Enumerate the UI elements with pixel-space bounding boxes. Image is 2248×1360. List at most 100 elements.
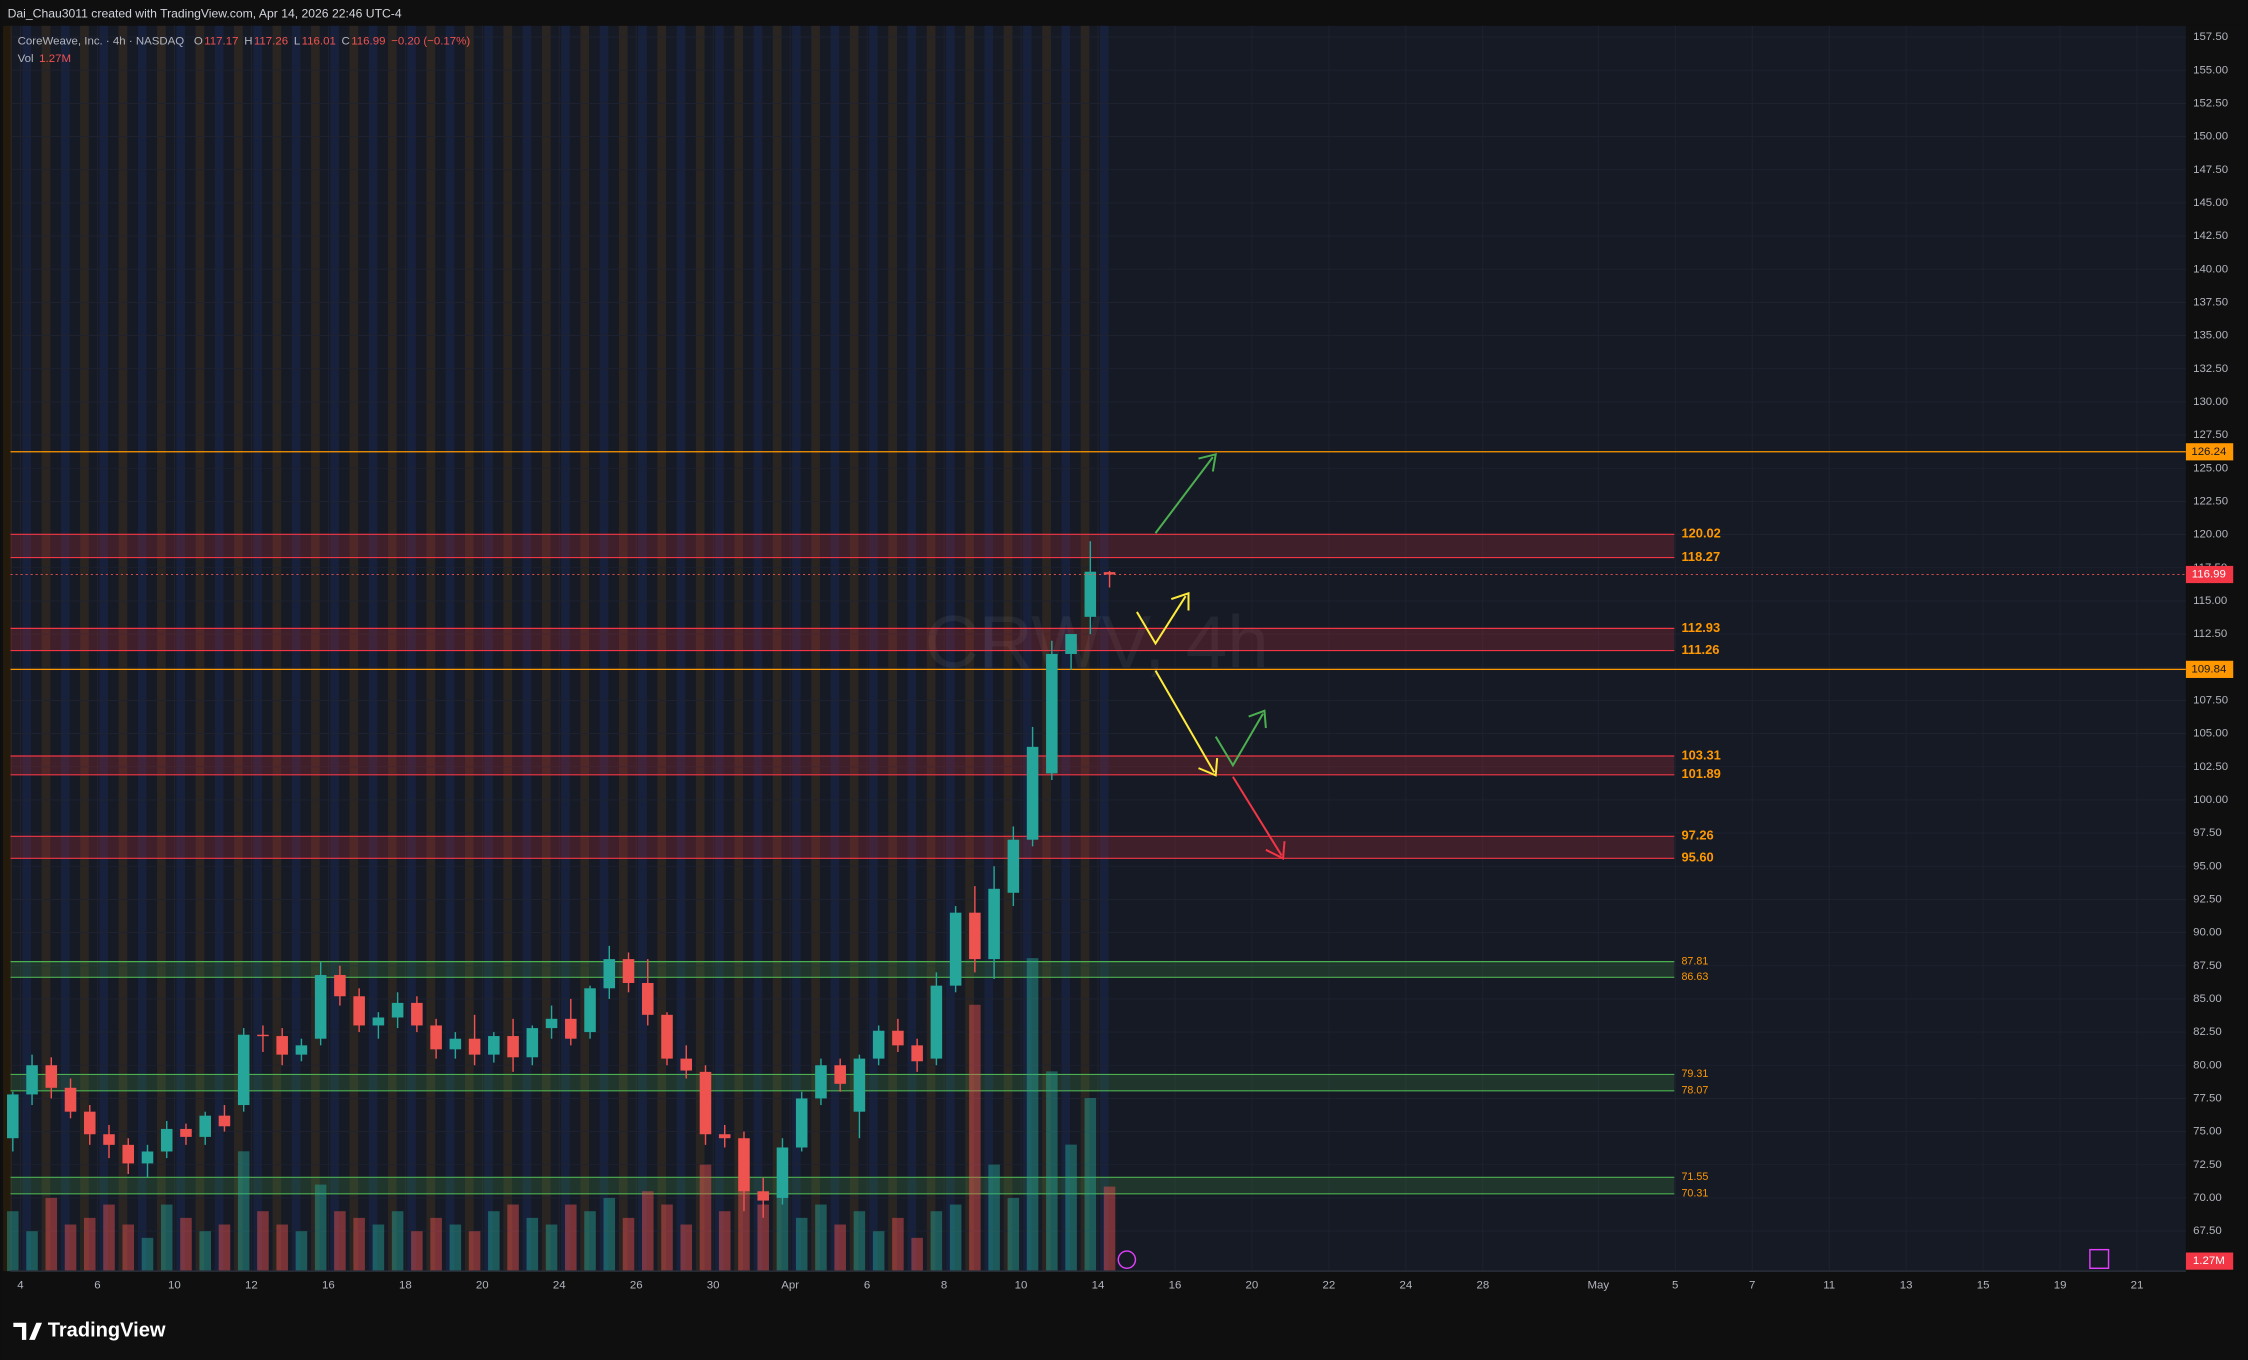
symbol: CoreWeave, Inc. · 4h · NASDAQ [18, 36, 185, 48]
stripe [541, 25, 551, 1272]
stripe [869, 25, 878, 1272]
zone-label: 79.31 [1681, 1068, 1708, 1080]
candle-body [411, 1002, 423, 1026]
candle-body [276, 1036, 288, 1055]
x-tick-label: 30 [707, 1280, 720, 1292]
volume-bar [738, 1191, 750, 1272]
volume-bar [468, 1231, 481, 1272]
x-tick-label: 6 [864, 1280, 870, 1292]
y-tick-label: 157.50 [2193, 31, 2228, 43]
volume-bar [488, 1211, 500, 1272]
y-tick-label: 67.50 [2193, 1225, 2222, 1237]
legend-value: 116.99 [351, 36, 385, 48]
volume-bar [334, 1211, 346, 1272]
y-tick-label: 82.50 [2193, 1026, 2222, 1038]
zone-label: 120.02 [1681, 526, 1720, 541]
zone [10, 836, 1675, 859]
candle-body [314, 975, 327, 1039]
candle-body [1084, 571, 1097, 617]
volume-bar [1065, 1144, 1077, 1272]
x-tick-label: 14 [1092, 1280, 1105, 1292]
volume [7, 958, 1116, 1272]
stripe [368, 25, 378, 1272]
x-tick-label: 10 [168, 1280, 181, 1292]
x-tick-label: 20 [1246, 1280, 1259, 1292]
last-price-label: 116.99 [2192, 569, 2226, 581]
volume-bar [295, 1231, 308, 1272]
stripe [830, 25, 840, 1272]
event-icon[interactable] [1117, 1250, 1137, 1269]
stripe [753, 25, 763, 1272]
stripe [234, 25, 243, 1272]
earnings-icon[interactable] [2089, 1248, 2110, 1269]
volume-bar [103, 1204, 115, 1272]
x-tick-label: 11 [1823, 1280, 1835, 1292]
candle-body [949, 912, 962, 986]
volume-bar [199, 1231, 211, 1272]
candle-body [122, 1144, 135, 1164]
volume-bar [757, 1204, 769, 1272]
x-tick-label: 15 [1977, 1280, 1990, 1292]
y-tick-label: 107.50 [2193, 694, 2228, 706]
candle-body [468, 1038, 481, 1055]
zone-label: 118.27 [1681, 549, 1720, 564]
stripe [80, 25, 89, 1272]
legend-change: −0.20 (−0.17%) [391, 36, 470, 48]
candle-body [507, 1036, 519, 1058]
arrow-head [1265, 841, 1286, 860]
stripe [946, 25, 955, 1272]
candle-body [603, 959, 616, 989]
volume-bar [969, 1004, 981, 1272]
x-tick-label: 24 [553, 1280, 566, 1292]
stripe [792, 25, 801, 1272]
stripe [41, 25, 51, 1272]
volume-bar [603, 1197, 616, 1272]
candle-body [892, 1030, 904, 1046]
volume-bar [949, 1204, 962, 1272]
candle-body [1026, 746, 1039, 840]
arrow-head [1198, 758, 1219, 777]
volume-bar [795, 1217, 808, 1272]
volume-bar [507, 1204, 519, 1272]
x-tick-label: 20 [476, 1280, 489, 1292]
stripe [137, 25, 147, 1272]
stripe [426, 25, 436, 1272]
y-tick-label: 112.50 [2193, 628, 2227, 640]
zone [10, 628, 1675, 651]
arrow [1214, 713, 1264, 768]
y-tick-label: 75.00 [2193, 1126, 2222, 1138]
volume-bar [64, 1224, 77, 1272]
stripe [849, 25, 859, 1272]
zone-label: 103.31 [1681, 747, 1720, 762]
zone-label: 101.89 [1681, 766, 1720, 781]
candle-body [180, 1128, 192, 1137]
legend-value: 117.26 [254, 36, 288, 48]
stripe [888, 25, 897, 1272]
stripe [445, 25, 455, 1272]
y-tick-label: 132.50 [2193, 363, 2228, 375]
candle-body [199, 1115, 211, 1137]
stripe [772, 25, 782, 1272]
stripe [253, 25, 262, 1272]
volume-bar [834, 1224, 846, 1272]
x-tick-label: 4 [17, 1280, 24, 1292]
x-tick-label: 5 [1672, 1280, 1678, 1292]
candle-body [7, 1094, 19, 1139]
volume-bar [545, 1224, 558, 1272]
y-tick-label: 122.50 [2193, 495, 2228, 507]
candle-body [237, 1034, 250, 1106]
x-tick-label: May [1587, 1280, 1609, 1292]
x-tick-label: 18 [399, 1280, 412, 1292]
stripe [503, 25, 513, 1272]
candle-body [526, 1028, 539, 1058]
x-tick-label: 13 [1900, 1280, 1913, 1292]
candle-body [1065, 634, 1077, 654]
volume-bar [372, 1224, 385, 1272]
volume-bar [141, 1237, 154, 1272]
volume-bar [391, 1211, 404, 1272]
legend-key: L [294, 36, 300, 48]
y-tick-label: 142.50 [2193, 230, 2228, 242]
stripe [311, 25, 320, 1272]
zone-label: 71.55 [1681, 1171, 1708, 1183]
